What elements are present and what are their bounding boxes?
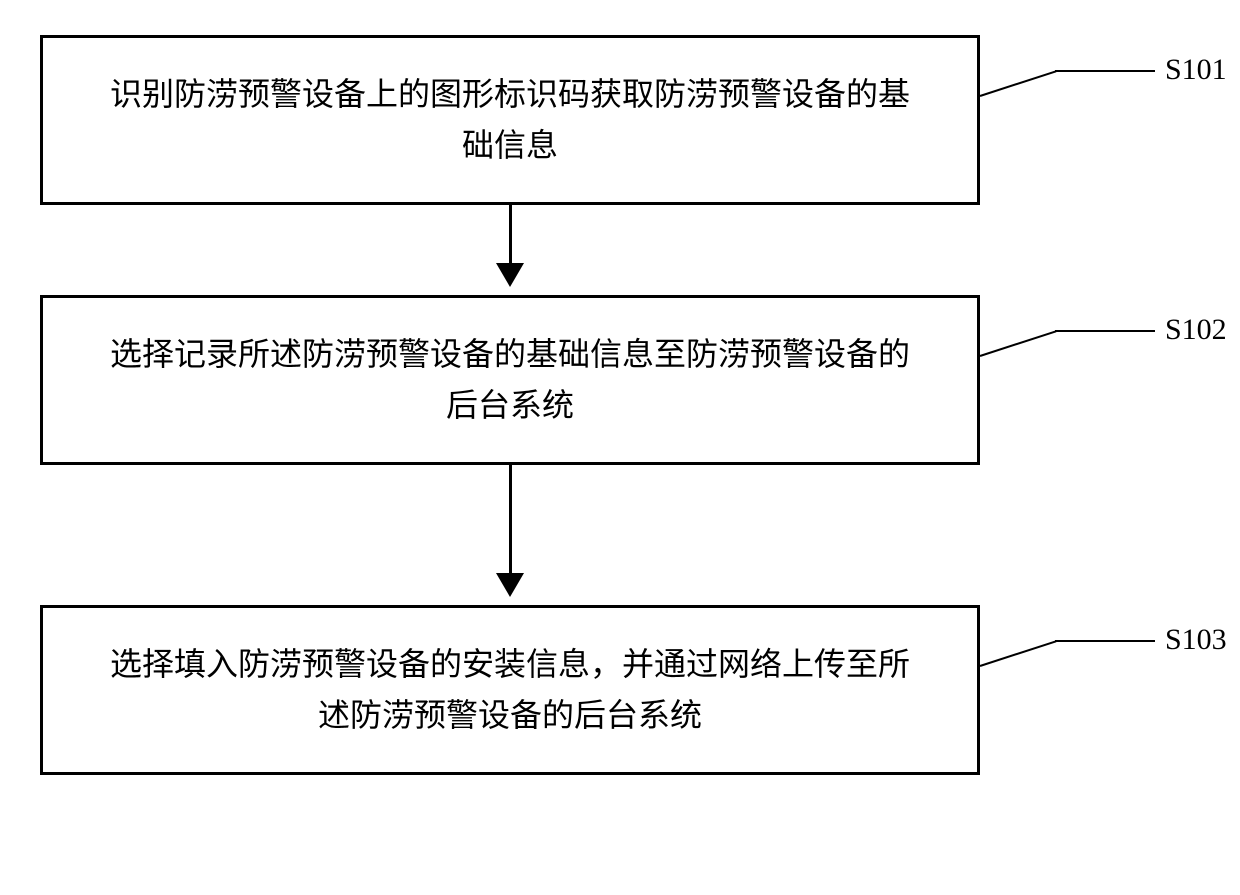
flowchart-container: 识别防涝预警设备上的图形标识码获取防涝预警设备的基础信息 S101 选择记录所述…: [40, 35, 1200, 775]
flowchart-arrow: [40, 465, 980, 605]
label-connector-line: [1055, 70, 1155, 72]
flowchart-step-box: 识别防涝预警设备上的图形标识码获取防涝预警设备的基础信息: [40, 35, 980, 205]
flowchart-arrow: [40, 205, 980, 295]
arrow-head-icon: [496, 573, 524, 597]
step-text: 选择记录所述防涝预警设备的基础信息至防涝预警设备的后台系统: [103, 329, 917, 431]
label-connector-line: [980, 70, 1057, 97]
label-connector-line: [980, 330, 1057, 357]
label-connector-line: [1055, 640, 1155, 642]
flowchart-step-box: 选择填入防涝预警设备的安装信息，并通过网络上传至所述防涝预警设备的后台系统: [40, 605, 980, 775]
step-label: S103: [1165, 623, 1227, 657]
step-text: 选择填入防涝预警设备的安装信息，并通过网络上传至所述防涝预警设备的后台系统: [103, 639, 917, 741]
flowchart-step-box: 选择记录所述防涝预警设备的基础信息至防涝预警设备的后台系统: [40, 295, 980, 465]
step-label: S102: [1165, 313, 1227, 347]
arrow-head-icon: [496, 263, 524, 287]
label-connector-line: [980, 640, 1057, 667]
step-label: S101: [1165, 53, 1227, 87]
arrow-line: [509, 465, 512, 575]
label-connector-line: [1055, 330, 1155, 332]
arrow-line: [509, 205, 512, 265]
step-text: 识别防涝预警设备上的图形标识码获取防涝预警设备的基础信息: [103, 69, 917, 171]
